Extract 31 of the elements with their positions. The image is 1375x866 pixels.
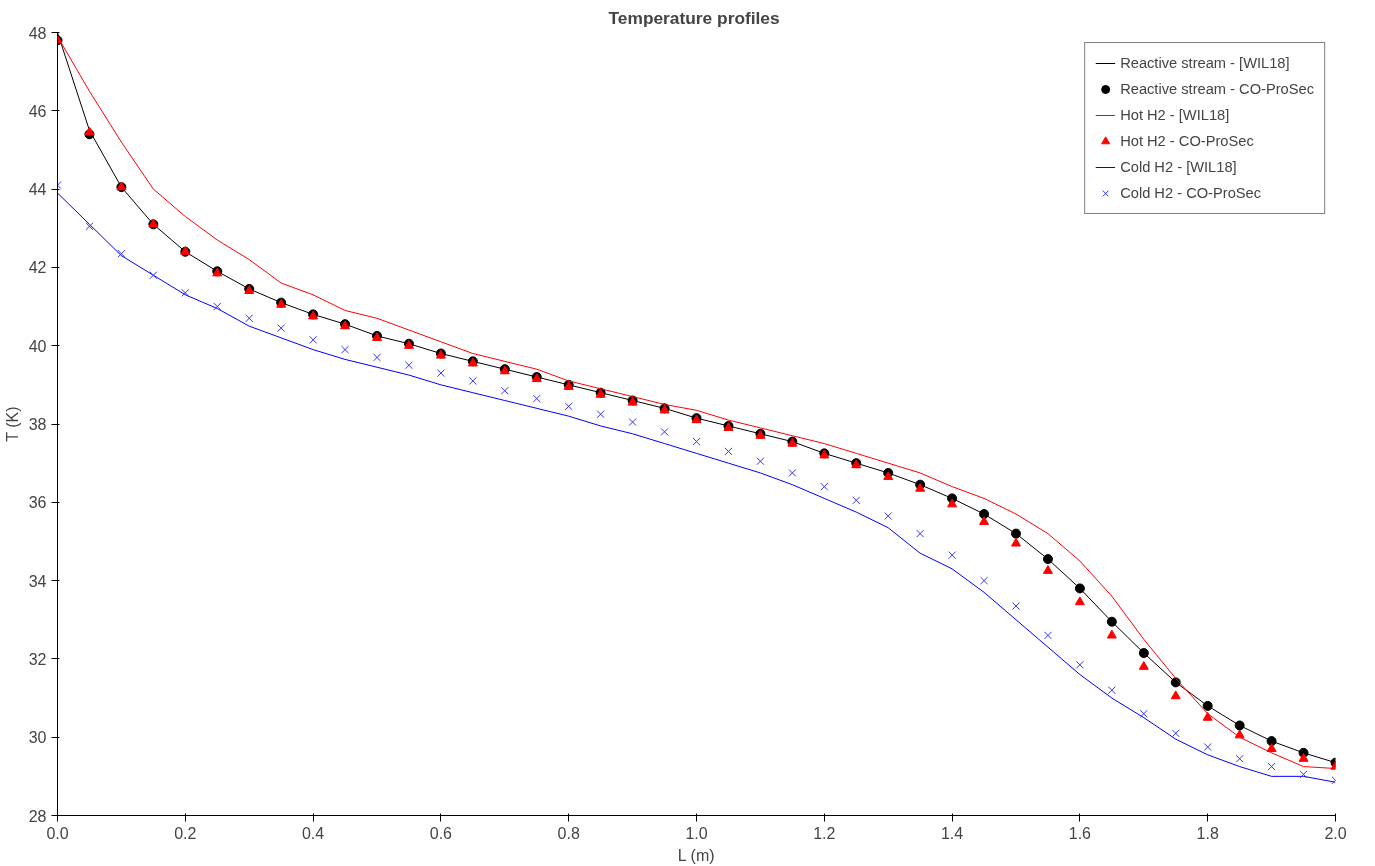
legend-label: Hot H2 - CO-ProSec (1120, 133, 1254, 149)
x-tick-label: 1.2 (813, 824, 836, 842)
y-axis-title: T (K) (3, 406, 21, 442)
x-tick-label: 0.4 (301, 824, 325, 842)
legend-label: Reactive stream - [WIL18] (1120, 55, 1290, 71)
y-tick-label: 28 (28, 807, 47, 825)
y-tick-label: 40 (28, 337, 47, 355)
legend-label: Reactive stream - CO-ProSec (1120, 81, 1314, 97)
y-tick-label: 36 (28, 494, 47, 512)
legend-label: Cold H2 - CO-ProSec (1120, 185, 1262, 201)
legend-label: Hot H2 - [WIL18] (1120, 107, 1230, 123)
y-tick-label: 44 (28, 181, 47, 199)
y-tick-label: 34 (28, 572, 47, 590)
legend-label: Cold H2 - [WIL18] (1120, 159, 1237, 175)
y-tick-label: 38 (28, 416, 47, 433)
x-tick-label: 0.8 (557, 824, 580, 842)
y-tick-label: 48 (28, 24, 47, 42)
x-tick-label: 1.6 (1068, 824, 1092, 842)
y-tick-label: 46 (28, 102, 47, 120)
x-tick-label: 1.0 (685, 824, 708, 842)
y-tick-label: 30 (28, 729, 47, 747)
x-tick-label: 0.6 (429, 824, 453, 842)
y-tick-label: 32 (28, 650, 47, 668)
x-tick-label: 2.0 (1324, 824, 1347, 842)
x-axis-title: L (m) (677, 846, 715, 864)
y-tick-label: 42 (28, 259, 47, 277)
x-tick-label: 0.0 (46, 824, 69, 842)
x-tick-label: 0.2 (174, 824, 197, 842)
x-tick-label: 1.4 (940, 824, 964, 842)
chart-title: Temperature profiles (608, 7, 780, 28)
x-tick-label: 1.8 (1196, 824, 1219, 842)
